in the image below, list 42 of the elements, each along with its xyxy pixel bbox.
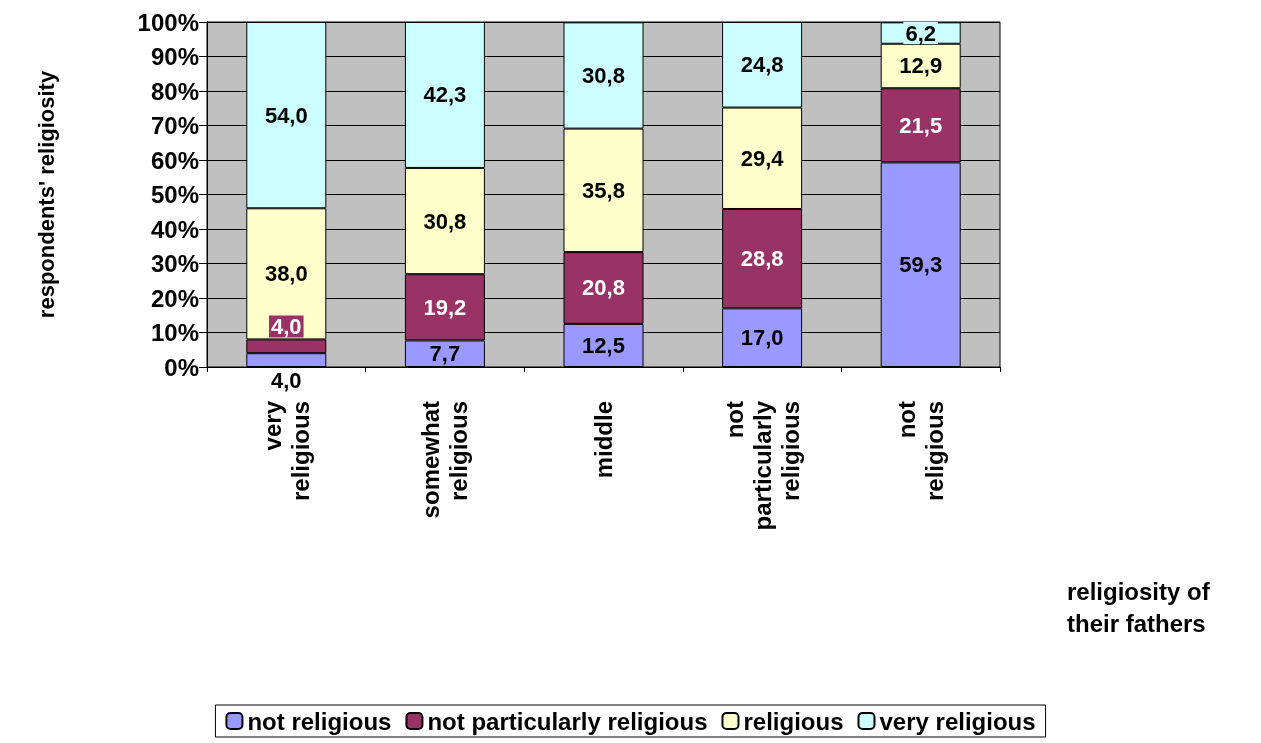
data-label: 12,9 (899, 53, 943, 79)
data-label: 12,5 (582, 332, 625, 358)
y-tick-label: 50% (150, 181, 199, 208)
data-label: 30,8 (423, 208, 467, 234)
y-tick-label: 90% (150, 43, 199, 70)
x-tick-label: very religious (258, 400, 314, 502)
y-tick-label: 0% (164, 353, 199, 381)
y-tick-label: 40% (150, 215, 199, 243)
data-label: 19,2 (423, 294, 467, 320)
x-tick-label: middle (590, 401, 617, 479)
data-label: 17,0 (740, 325, 784, 351)
legend-label: not particularly religious (427, 707, 708, 735)
y-tick-label: 10% (150, 319, 199, 346)
y-tick-label: 30% (150, 250, 199, 277)
data-label: 4,0 (271, 367, 302, 393)
y-tick-label: 60% (150, 146, 199, 174)
y-tick-label: 80% (150, 77, 199, 105)
data-label: 30,8 (582, 62, 625, 88)
legend-label: very religious (879, 707, 1036, 735)
x-tick-label: not particularly religious (720, 400, 804, 531)
x-axis-title: religiosity of their fathers (1067, 577, 1217, 637)
y-tick-label: 100% (137, 8, 199, 36)
y-tick-label: 70% (150, 112, 199, 139)
data-label: 24,8 (740, 52, 784, 78)
data-label: 20,8 (582, 275, 625, 301)
data-label: 28,8 (740, 246, 784, 272)
legend-label: religious (743, 707, 844, 735)
x-tick-label: not religious (893, 400, 949, 502)
data-label: 21,5 (899, 112, 943, 138)
data-label: 7,7 (429, 341, 461, 367)
data-label: 59,3 (899, 252, 943, 278)
data-label: 35,8 (582, 177, 625, 203)
data-label: 42,3 (423, 82, 467, 108)
data-label: 6,2 (905, 20, 936, 46)
x-tick-label: somewhat religious (417, 401, 473, 519)
data-label: 29,4 (740, 145, 785, 171)
legend-label: not religious (247, 707, 392, 735)
data-label: 38,0 (264, 261, 308, 287)
data-label: 54,0 (264, 102, 308, 128)
y-axis-title: respondents' religiosity (33, 70, 59, 319)
y-tick-label: 20% (150, 284, 199, 312)
data-label: 4,0 (271, 313, 302, 339)
